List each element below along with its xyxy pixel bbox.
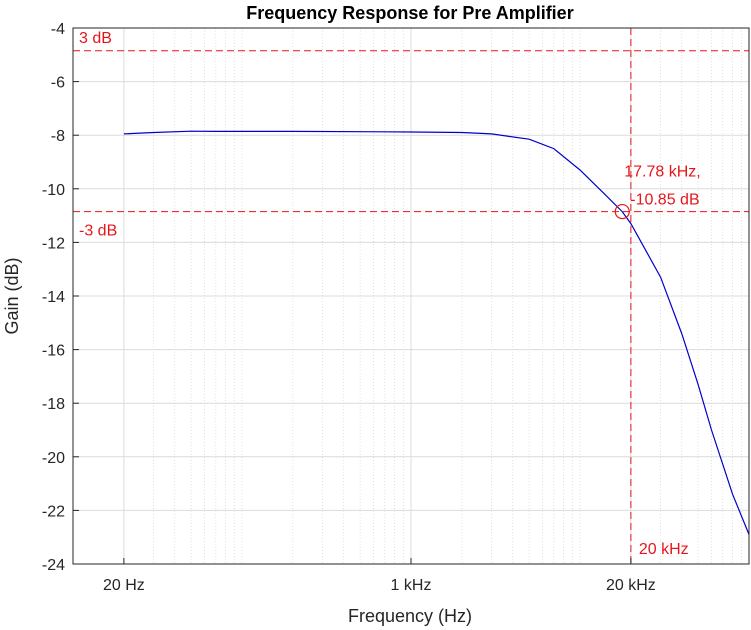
tick-marks [73, 27, 632, 565]
marker-label-gain: -10.85 dB [630, 192, 699, 209]
y-tick-label: -6 [51, 75, 65, 92]
reference-line-label: 20 kHz [639, 541, 689, 558]
y-tick-label: -22 [42, 503, 65, 520]
y-tick-label: -8 [51, 128, 65, 145]
reference-lines [73, 28, 749, 564]
marker-label-frequency: 17.78 kHz, [624, 164, 700, 181]
y-tick-label: -14 [42, 289, 65, 306]
x-tick-labels: 20 Hz 1 kHz 20 kHz [103, 577, 656, 594]
reference-line-label: -3 dB [79, 223, 117, 240]
x-tick-label: 20 Hz [103, 577, 145, 594]
x-tick-label: 1 kHz [391, 577, 432, 594]
y-tick-label: -10 [42, 182, 65, 199]
y-axis-label: Gain (dB) [2, 257, 22, 334]
series-layer [123, 130, 749, 535]
reference-line-label: 3 dB [79, 30, 112, 47]
y-tick-label: -4 [51, 21, 65, 38]
y-tick-label: -16 [42, 343, 65, 360]
y-tick-label: -24 [42, 557, 65, 574]
x-tick-label: 20 kHz [606, 577, 656, 594]
chart-title: Frequency Response for Pre Amplifier [246, 3, 573, 23]
annotations: 3 dB -3 dB 20 kHz 17.78 kHz, -10.85 dB [79, 30, 701, 558]
y-tick-label: -12 [42, 235, 65, 252]
data-point-marker [614, 203, 630, 220]
y-tick-label: -18 [42, 396, 65, 413]
x-axis-label: Frequency (Hz) [348, 606, 472, 626]
y-tick-label: -20 [42, 450, 65, 467]
series-line [123, 130, 749, 535]
y-tick-labels: -4 -6 -8 -10 -12 -14 -16 -18 -20 -22 -24 [42, 21, 65, 574]
